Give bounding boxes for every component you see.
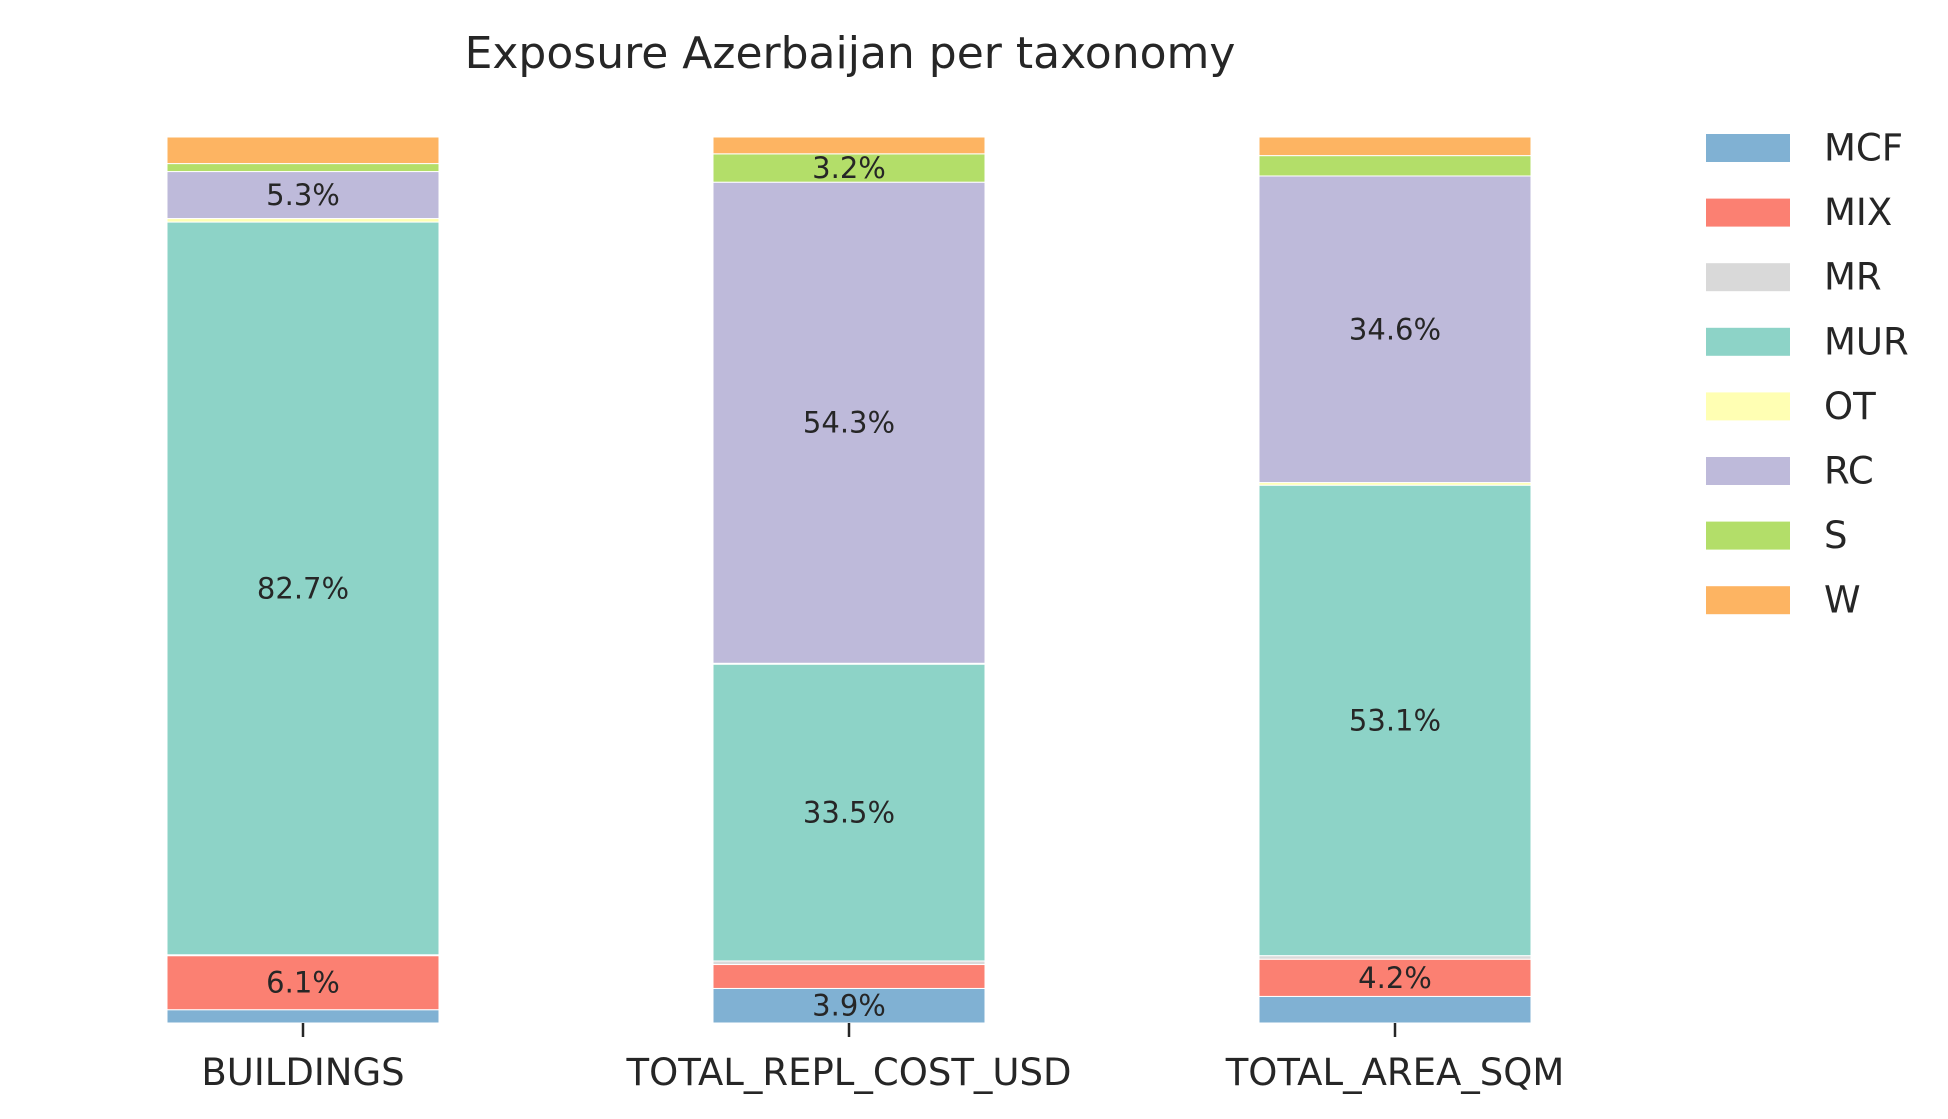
legend-swatch-mix bbox=[1706, 198, 1790, 227]
bar-segment-w-total_area_sqm bbox=[1258, 136, 1532, 157]
segment-value-label: 34.6% bbox=[1349, 312, 1441, 346]
bar-segment-s-total_area_sqm bbox=[1258, 155, 1532, 177]
segment-value-label: 82.7% bbox=[257, 571, 349, 605]
bar-segment-rc-total_area_sqm bbox=[1258, 175, 1532, 484]
segment-value-label: 54.3% bbox=[803, 406, 895, 440]
bar-segment-mix-total_repl_cost_usd bbox=[712, 964, 986, 989]
x-tick-label: TOTAL_REPL_COST_USD bbox=[626, 1051, 1072, 1094]
segment-value-label: 3.9% bbox=[812, 989, 886, 1023]
legend-swatch-mur bbox=[1706, 327, 1790, 356]
legend-swatch-mcf bbox=[1706, 134, 1790, 162]
bar-segment-mr-total_repl_cost_usd bbox=[712, 960, 986, 966]
legend-label-w: W bbox=[1824, 579, 1861, 622]
segment-value-label: 53.1% bbox=[1349, 703, 1441, 737]
legend-label-rc: RC bbox=[1824, 450, 1874, 493]
bar-segment-w-buildings bbox=[166, 136, 440, 165]
segment-value-label: 6.1% bbox=[266, 966, 340, 1000]
segment-labels-group: 6.1% 82.7% 5.3% 3.9% 33.5% 54.3% 3.2% 4.2% 53.1%… bbox=[257, 151, 1441, 1023]
x-axis: BUILDINGS TOTAL_REPL_COST_USD TOTAL_AREA_S… bbox=[201, 1023, 1564, 1094]
bar-segment-s-buildings bbox=[166, 163, 440, 173]
segment-value-label: 5.3% bbox=[266, 178, 340, 212]
segment-value-label: 3.2% bbox=[812, 151, 886, 185]
bar-segment-s-total_repl_cost_usd bbox=[712, 153, 986, 183]
bar-segment-w-total_repl_cost_usd bbox=[712, 136, 986, 155]
bar-segment-mix-total_area_sqm bbox=[1258, 958, 1532, 997]
legend-label-s: S bbox=[1824, 514, 1848, 557]
legend-swatch-ot bbox=[1706, 392, 1790, 421]
x-tick-label: BUILDINGS bbox=[201, 1051, 404, 1094]
bar-segment-mcf-total_area_sqm bbox=[1258, 995, 1532, 1024]
legend-swatch-w bbox=[1706, 586, 1790, 615]
legend-label-mr: MR bbox=[1824, 256, 1882, 299]
bar-segment-mcf-total_repl_cost_usd bbox=[712, 987, 986, 1024]
segment-value-label: 4.2% bbox=[1358, 961, 1432, 995]
bar-segment-ot-buildings bbox=[166, 218, 440, 223]
bar-segment-mix-buildings bbox=[166, 955, 440, 1011]
bar-segment-mcf-buildings bbox=[166, 1009, 440, 1024]
bar-segment-mur-buildings bbox=[166, 221, 440, 956]
legend-label-mur: MUR bbox=[1824, 320, 1909, 363]
bar-segment-rc-total_repl_cost_usd bbox=[712, 181, 986, 664]
bar-segment-mr-total_area_sqm bbox=[1258, 955, 1532, 960]
x-tick-label: TOTAL_AREA_SQM bbox=[1225, 1051, 1565, 1094]
legend: MCF MIX MR MUR OT RC SW bbox=[1706, 127, 1909, 622]
segment-value-label: 33.5% bbox=[803, 796, 895, 830]
legend-label-mix: MIX bbox=[1824, 191, 1892, 234]
legend-label-mcf: MCF bbox=[1824, 127, 1903, 170]
legend-swatch-rc bbox=[1706, 457, 1790, 485]
chart-title: Exposure Azerbaijan per taxonomy bbox=[465, 28, 1236, 79]
legend-swatch-s bbox=[1706, 521, 1790, 550]
legend-label-ot: OT bbox=[1824, 385, 1876, 428]
legend-swatch-mr bbox=[1706, 263, 1790, 292]
bar-segment-rc-buildings bbox=[166, 171, 440, 220]
bars-group bbox=[166, 136, 1532, 1024]
